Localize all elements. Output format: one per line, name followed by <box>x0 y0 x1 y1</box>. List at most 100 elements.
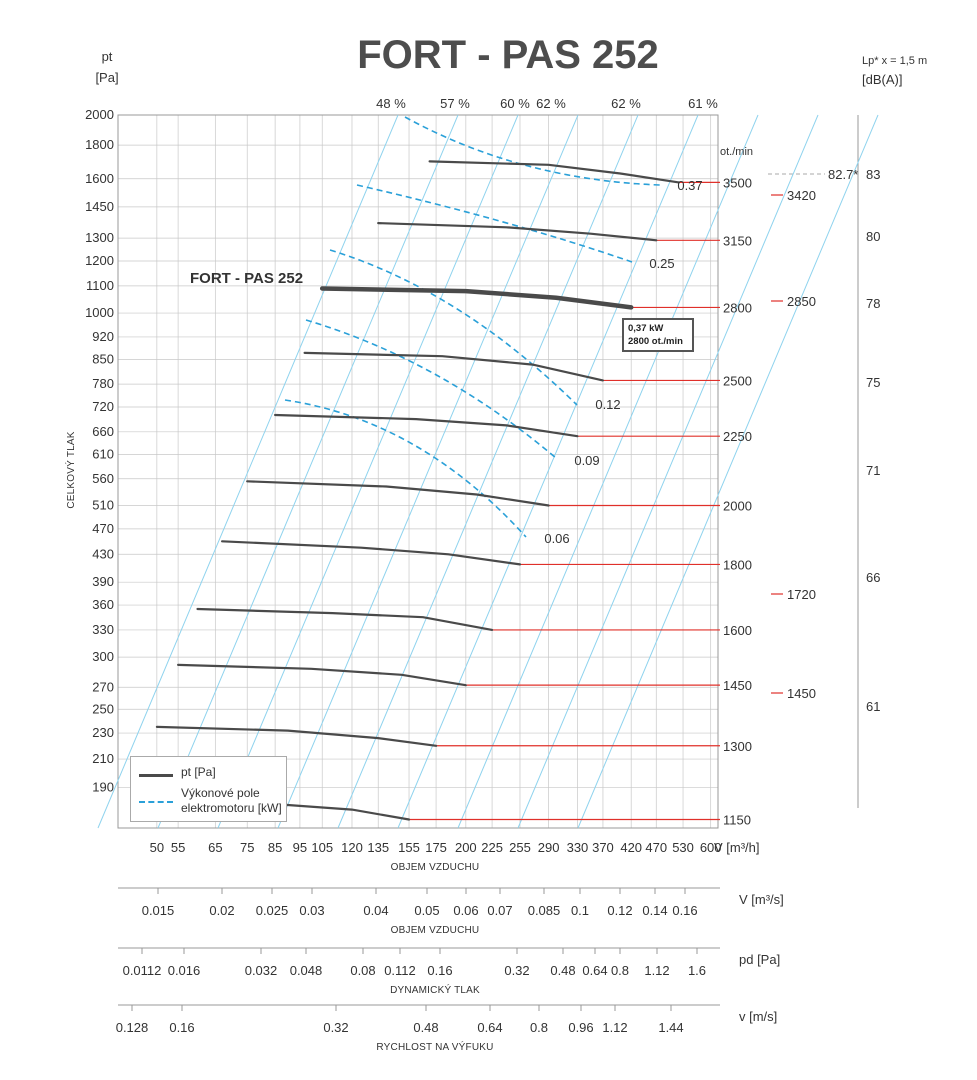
secondary-tick-label: 0.085 <box>528 903 561 918</box>
secondary-tick-label: 0.16 <box>427 963 452 978</box>
speed-label: 2500 <box>723 373 752 388</box>
operating-point-callout: 0,37 kW 2800 ot./min <box>622 318 694 352</box>
x-tick-label: 370 <box>592 840 614 855</box>
efficiency-label: 60 % <box>500 96 530 111</box>
y-tick-label: 1450 <box>85 199 114 214</box>
secondary-axis-label: pd [Pa] <box>739 952 780 967</box>
power-curves <box>284 116 661 538</box>
x-tick-label: 55 <box>171 840 185 855</box>
secondary-tick-label: 0.112 <box>384 963 416 978</box>
pressure-curve-1600 <box>196 607 494 631</box>
sound-label: 71 <box>866 463 880 478</box>
secondary-tick-label: 0.048 <box>290 963 323 978</box>
x-tick-label: 135 <box>367 840 389 855</box>
secondary-tick-label: 0.12 <box>607 903 632 918</box>
x-tick-label: 255 <box>509 840 531 855</box>
x-tick-label: 225 <box>481 840 503 855</box>
pressure-curve-1300 <box>155 725 438 747</box>
sound-label: 61 <box>866 699 880 714</box>
sound-label: 80 <box>866 229 880 244</box>
secondary-tick-label: 0.07 <box>487 903 512 918</box>
secondary-tick-label: 0.14 <box>642 903 667 918</box>
x-tick-label: 530 <box>672 840 694 855</box>
pressure-curve-2800 <box>319 286 634 310</box>
legend-pt-label: pt [Pa] <box>181 765 216 779</box>
speed-axis-header: ot./min <box>720 146 753 158</box>
secondary-tick-label: 0.08 <box>350 963 375 978</box>
secondary-tick-label: 0.64 <box>477 1020 502 1035</box>
x-tick-label: 105 <box>311 840 333 855</box>
y-tick-label: 250 <box>92 701 114 716</box>
secondary-tick-label: 0.8 <box>611 963 629 978</box>
efficiency-guide-line <box>577 114 879 829</box>
x-tick-label: 85 <box>268 840 282 855</box>
secondary-tick-label: 0.025 <box>256 903 289 918</box>
efficiency-guide-line <box>97 114 399 829</box>
y-tick-label: 610 <box>92 446 114 461</box>
y-tick-label: 1200 <box>85 253 114 268</box>
secondary-tick-label: 0.02 <box>209 903 234 918</box>
y-tick-label: 360 <box>92 597 114 612</box>
axis-labels: 2000 1800 1600 1450 1300 1200 1100 1000 920 850 78… <box>64 49 927 1053</box>
y-tick-label: 190 <box>92 780 114 795</box>
power-label: 0.09 <box>574 453 599 468</box>
callout-power: 0,37 kW <box>628 323 664 334</box>
x-axis-caption: OBJEM VZDUCHU <box>391 862 480 873</box>
secondary-axis-caption: RYCHLOST NA VÝFUKU <box>376 1040 493 1053</box>
pressure-curve-2250 <box>274 413 579 438</box>
secondary-tick-label: 0.03 <box>299 903 324 918</box>
secondary-tick-label: 0.32 <box>323 1020 348 1035</box>
secondary-tick-label: 0.16 <box>672 903 697 918</box>
secondary-tick-label: 0.128 <box>116 1020 149 1035</box>
x-tick-label: 420 <box>620 840 642 855</box>
power-label: 0.25 <box>649 256 674 271</box>
extra-speed-label: 1450 <box>787 686 816 701</box>
chart-title: FORT - PAS 252 <box>357 33 659 77</box>
y-tick-label: 660 <box>92 424 114 439</box>
y-tick-label: 270 <box>92 679 114 694</box>
speed-label: 1450 <box>723 678 752 693</box>
pressure-curve-1450 <box>177 663 467 687</box>
sound-label: 75 <box>866 375 880 390</box>
secondary-tick-label: 0.32 <box>504 963 529 978</box>
extra-speed-label: 3420 <box>787 188 816 203</box>
y-tick-label: 920 <box>92 329 114 344</box>
y-tick-label: 230 <box>92 725 114 740</box>
pressure-curve-3150 <box>377 222 658 242</box>
x-tick-label: 50 <box>150 840 164 855</box>
secondary-tick-label: 1.12 <box>602 1020 627 1035</box>
y-axis-unit: [Pa] <box>95 70 118 85</box>
y-tick-label: 1300 <box>85 230 114 245</box>
legend-power-label-2: elektromotoru [kW] <box>181 801 282 815</box>
y-axis-label: pt <box>102 49 113 64</box>
efficiency-guide-line <box>457 114 759 829</box>
power-label: 0.37 <box>677 178 702 193</box>
power-label: 0.12 <box>595 397 620 412</box>
y-tick-label: 720 <box>92 399 114 414</box>
secondary-tick-label: 0.06 <box>453 903 478 918</box>
power-curve <box>404 116 661 186</box>
legend-power-swatch <box>139 801 173 803</box>
efficiency-guide-line <box>277 114 579 829</box>
efficiency-label: 57 % <box>440 96 470 111</box>
y-tick-label: 780 <box>92 376 114 391</box>
x-tick-label: 75 <box>240 840 254 855</box>
pressure-curve-3500 <box>428 160 680 184</box>
pressure-curve-1800 <box>221 540 522 566</box>
sound-label: 78 <box>866 296 880 311</box>
y-tick-label: 510 <box>92 498 114 513</box>
speed-label: 1800 <box>723 557 752 572</box>
speed-label: 1150 <box>723 812 751 827</box>
sound-label: 66 <box>866 570 880 585</box>
efficiency-guide-line <box>157 114 459 829</box>
secondary-tick-label: 0.016 <box>168 963 201 978</box>
y-tick-label: 850 <box>92 352 114 367</box>
secondary-axis-label: v [m/s] <box>739 1009 777 1024</box>
secondary-axis-caption: DYNAMICKÝ TLAK <box>390 983 480 996</box>
y-tick-label: 1800 <box>85 137 114 152</box>
callout-speed: 2800 ot./min <box>628 336 683 347</box>
x-tick-label: 120 <box>341 840 363 855</box>
power-curve <box>305 319 557 459</box>
series-label: FORT - PAS 252 <box>190 270 303 287</box>
speed-label: 1600 <box>723 623 752 638</box>
